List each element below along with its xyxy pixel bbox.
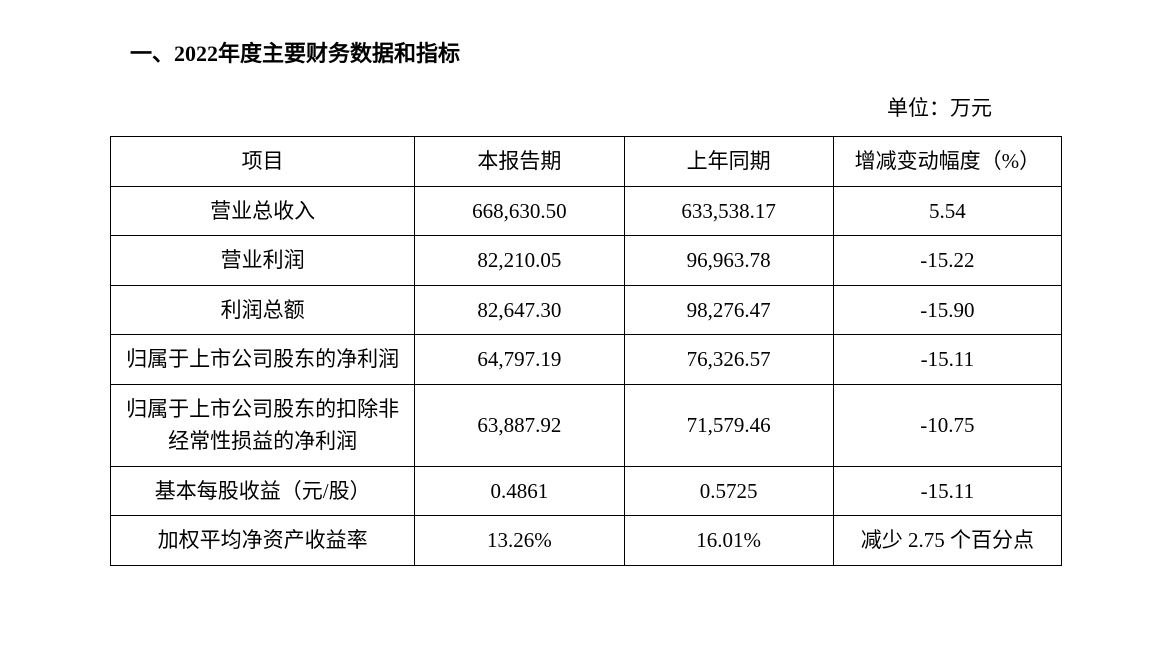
cell-current: 668,630.50 [415, 186, 624, 236]
cell-prior: 98,276.47 [624, 285, 833, 335]
cell-change: 5.54 [833, 186, 1061, 236]
cell-current: 82,647.30 [415, 285, 624, 335]
table-row: 营业总收入 668,630.50 633,538.17 5.54 [111, 186, 1062, 236]
cell-item: 营业利润 [111, 236, 415, 286]
cell-item: 基本每股收益（元/股） [111, 466, 415, 516]
table-row: 营业利润 82,210.05 96,963.78 -15.22 [111, 236, 1062, 286]
cell-change: -15.11 [833, 466, 1061, 516]
cell-item: 归属于上市公司股东的扣除非经常性损益的净利润 [111, 384, 415, 466]
cell-change: -10.75 [833, 384, 1061, 466]
col-header-prior: 上年同期 [624, 137, 833, 187]
cell-prior: 76,326.57 [624, 335, 833, 385]
cell-change: 减少 2.75 个百分点 [833, 516, 1061, 566]
cell-item: 归属于上市公司股东的净利润 [111, 335, 415, 385]
col-header-change: 增减变动幅度（%） [833, 137, 1061, 187]
financial-table: 项目 本报告期 上年同期 增减变动幅度（%） 营业总收入 668,630.50 … [110, 136, 1062, 566]
cell-prior: 633,538.17 [624, 186, 833, 236]
col-header-current: 本报告期 [415, 137, 624, 187]
table-row: 归属于上市公司股东的扣除非经常性损益的净利润 63,887.92 71,579.… [111, 384, 1062, 466]
section-heading: 一、2022年度主要财务数据和指标 [110, 36, 1062, 68]
table-row: 基本每股收益（元/股） 0.4861 0.5725 -15.11 [111, 466, 1062, 516]
cell-current: 13.26% [415, 516, 624, 566]
table-header-row: 项目 本报告期 上年同期 增减变动幅度（%） [111, 137, 1062, 187]
table-row: 利润总额 82,647.30 98,276.47 -15.90 [111, 285, 1062, 335]
cell-item: 加权平均净资产收益率 [111, 516, 415, 566]
table-row: 归属于上市公司股东的净利润 64,797.19 76,326.57 -15.11 [111, 335, 1062, 385]
cell-item: 利润总额 [111, 285, 415, 335]
unit-label: 单位：万元 [110, 92, 1062, 122]
cell-current: 0.4861 [415, 466, 624, 516]
cell-change: -15.90 [833, 285, 1061, 335]
cell-change: -15.22 [833, 236, 1061, 286]
cell-current: 82,210.05 [415, 236, 624, 286]
cell-prior: 71,579.46 [624, 384, 833, 466]
table-row: 加权平均净资产收益率 13.26% 16.01% 减少 2.75 个百分点 [111, 516, 1062, 566]
cell-item: 营业总收入 [111, 186, 415, 236]
cell-prior: 0.5725 [624, 466, 833, 516]
cell-change: -15.11 [833, 335, 1061, 385]
cell-prior: 96,963.78 [624, 236, 833, 286]
cell-current: 64,797.19 [415, 335, 624, 385]
cell-current: 63,887.92 [415, 384, 624, 466]
cell-prior: 16.01% [624, 516, 833, 566]
col-header-item: 项目 [111, 137, 415, 187]
